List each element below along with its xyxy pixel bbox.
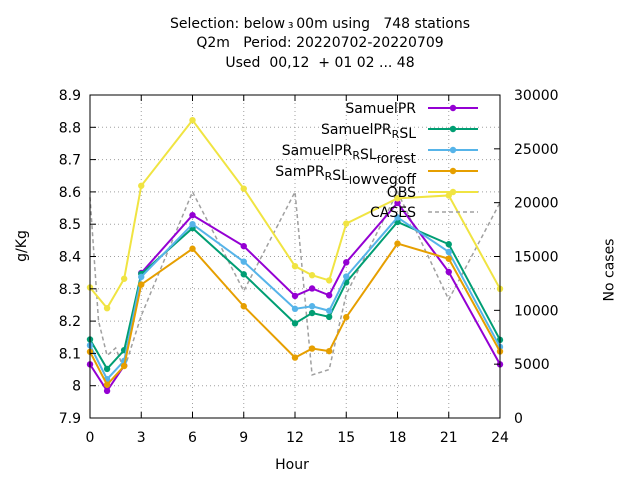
data-point — [325, 277, 333, 284]
x-tick-label: 24 — [491, 430, 509, 446]
data-point — [138, 182, 145, 189]
legend-swatch-point — [449, 125, 457, 133]
chart-title-line-2: Q2m Period: 20220702-20220709 — [196, 35, 444, 51]
y2-tick-label: 30000 — [514, 88, 559, 104]
data-point — [240, 271, 247, 278]
series-line-cases — [89, 189, 501, 376]
data-point — [308, 303, 316, 310]
series-0 — [86, 199, 504, 395]
y-tick-label: 8.1 — [59, 346, 81, 362]
data-point — [240, 242, 247, 250]
data-point — [445, 241, 452, 248]
data-point — [325, 307, 333, 314]
data-point — [240, 303, 247, 310]
y2-tick-label: 25000 — [514, 142, 559, 158]
legend-swatch-point — [449, 167, 457, 175]
x-tick-label: 0 — [86, 430, 95, 446]
y-tick-label: 8.3 — [59, 282, 81, 298]
x-tick-label: 9 — [239, 430, 248, 446]
data-point — [325, 292, 333, 299]
y-tick-label: 8.2 — [59, 314, 81, 330]
y2-tick-label: 5000 — [514, 357, 550, 373]
data-point — [394, 240, 401, 247]
data-point — [394, 199, 401, 207]
legend-label: SamuelPRRSL — [321, 122, 416, 142]
data-point — [291, 262, 299, 270]
data-point — [138, 273, 145, 281]
data-point — [394, 195, 401, 202]
data-point — [394, 214, 401, 221]
data-point — [445, 268, 452, 276]
data-point — [308, 345, 316, 352]
grid — [90, 95, 500, 418]
data-point — [343, 259, 350, 266]
data-point — [291, 292, 299, 300]
data-point — [445, 192, 452, 199]
y-tick-label: 8.8 — [59, 120, 81, 136]
y2-tick-label: 20000 — [514, 196, 559, 212]
data-point — [240, 185, 247, 192]
data-point — [103, 381, 111, 388]
data-point — [291, 305, 299, 313]
y-tick-label: 8 — [72, 379, 81, 395]
series-4 — [86, 116, 504, 312]
data-point — [291, 354, 299, 361]
data-point — [138, 281, 145, 288]
data-point — [189, 245, 196, 252]
y-tick-label: 8.7 — [59, 153, 81, 169]
data-point — [445, 255, 452, 262]
data-point — [308, 285, 316, 292]
legend-label: OBS — [387, 185, 416, 201]
x-tick-label: 3 — [137, 430, 146, 446]
x-tick-label: 15 — [337, 430, 355, 446]
data-point — [343, 314, 350, 321]
data-point — [308, 309, 316, 317]
data-point — [189, 116, 196, 124]
y-tick-label: 8.4 — [59, 250, 81, 266]
legend: SamuelPR SamuelPRRSLSamuelPRRSLforestSamP… — [275, 101, 478, 221]
y2-tick-label: 0 — [514, 411, 523, 427]
x-tick-label: 12 — [286, 430, 304, 446]
data-point — [445, 248, 452, 256]
data-point — [103, 365, 111, 373]
series-1 — [86, 218, 504, 373]
x-tick-label: 6 — [188, 430, 197, 446]
data-point — [291, 320, 299, 327]
x-axis-label: Hour — [275, 457, 309, 473]
y-tick-label: 8.5 — [59, 217, 81, 233]
x-tick-label: 18 — [389, 430, 407, 446]
data-point — [189, 221, 196, 228]
data-point — [240, 258, 247, 265]
chart-title-line-1: Selection: below ₃ 00m using 748 station… — [169, 16, 470, 32]
data-point — [103, 387, 111, 395]
y-tick-label: 8.9 — [59, 88, 81, 104]
data-point — [120, 362, 128, 370]
cases-series — [89, 189, 501, 376]
y-tick-label: 7.9 — [59, 411, 81, 427]
data-point — [189, 211, 196, 219]
legend-label: CASES — [370, 205, 416, 221]
legend-label: SamPRRSLlowvegoff — [275, 164, 416, 188]
data-point — [103, 304, 111, 312]
legend-swatch-point — [449, 146, 457, 154]
legend-label: SamuelPR — [345, 101, 416, 117]
y2-tick-label: 10000 — [514, 303, 559, 319]
x-tick-label: 21 — [440, 430, 458, 446]
legend-swatch-point — [449, 104, 457, 112]
data-point — [325, 347, 333, 355]
data-point — [343, 273, 350, 280]
data-point — [308, 272, 316, 279]
ticks: 0 3 6 9 12 15 18 21 24 7.9 8 8.1 8.2 8.3 8.4 8.5 8.6 8.7 8… — [59, 88, 559, 446]
chart-title-line-3: Used 00,12 + 01 02 ... 48 — [225, 55, 415, 71]
data-point — [343, 220, 350, 227]
y-tick-label: 8.6 — [59, 185, 81, 201]
data-point — [120, 275, 128, 282]
legend-label: SamuelPRRSLforest — [282, 143, 417, 167]
legend-swatch-point — [449, 188, 457, 196]
data-point — [325, 313, 333, 321]
y2-tick-label: 15000 — [514, 250, 559, 266]
